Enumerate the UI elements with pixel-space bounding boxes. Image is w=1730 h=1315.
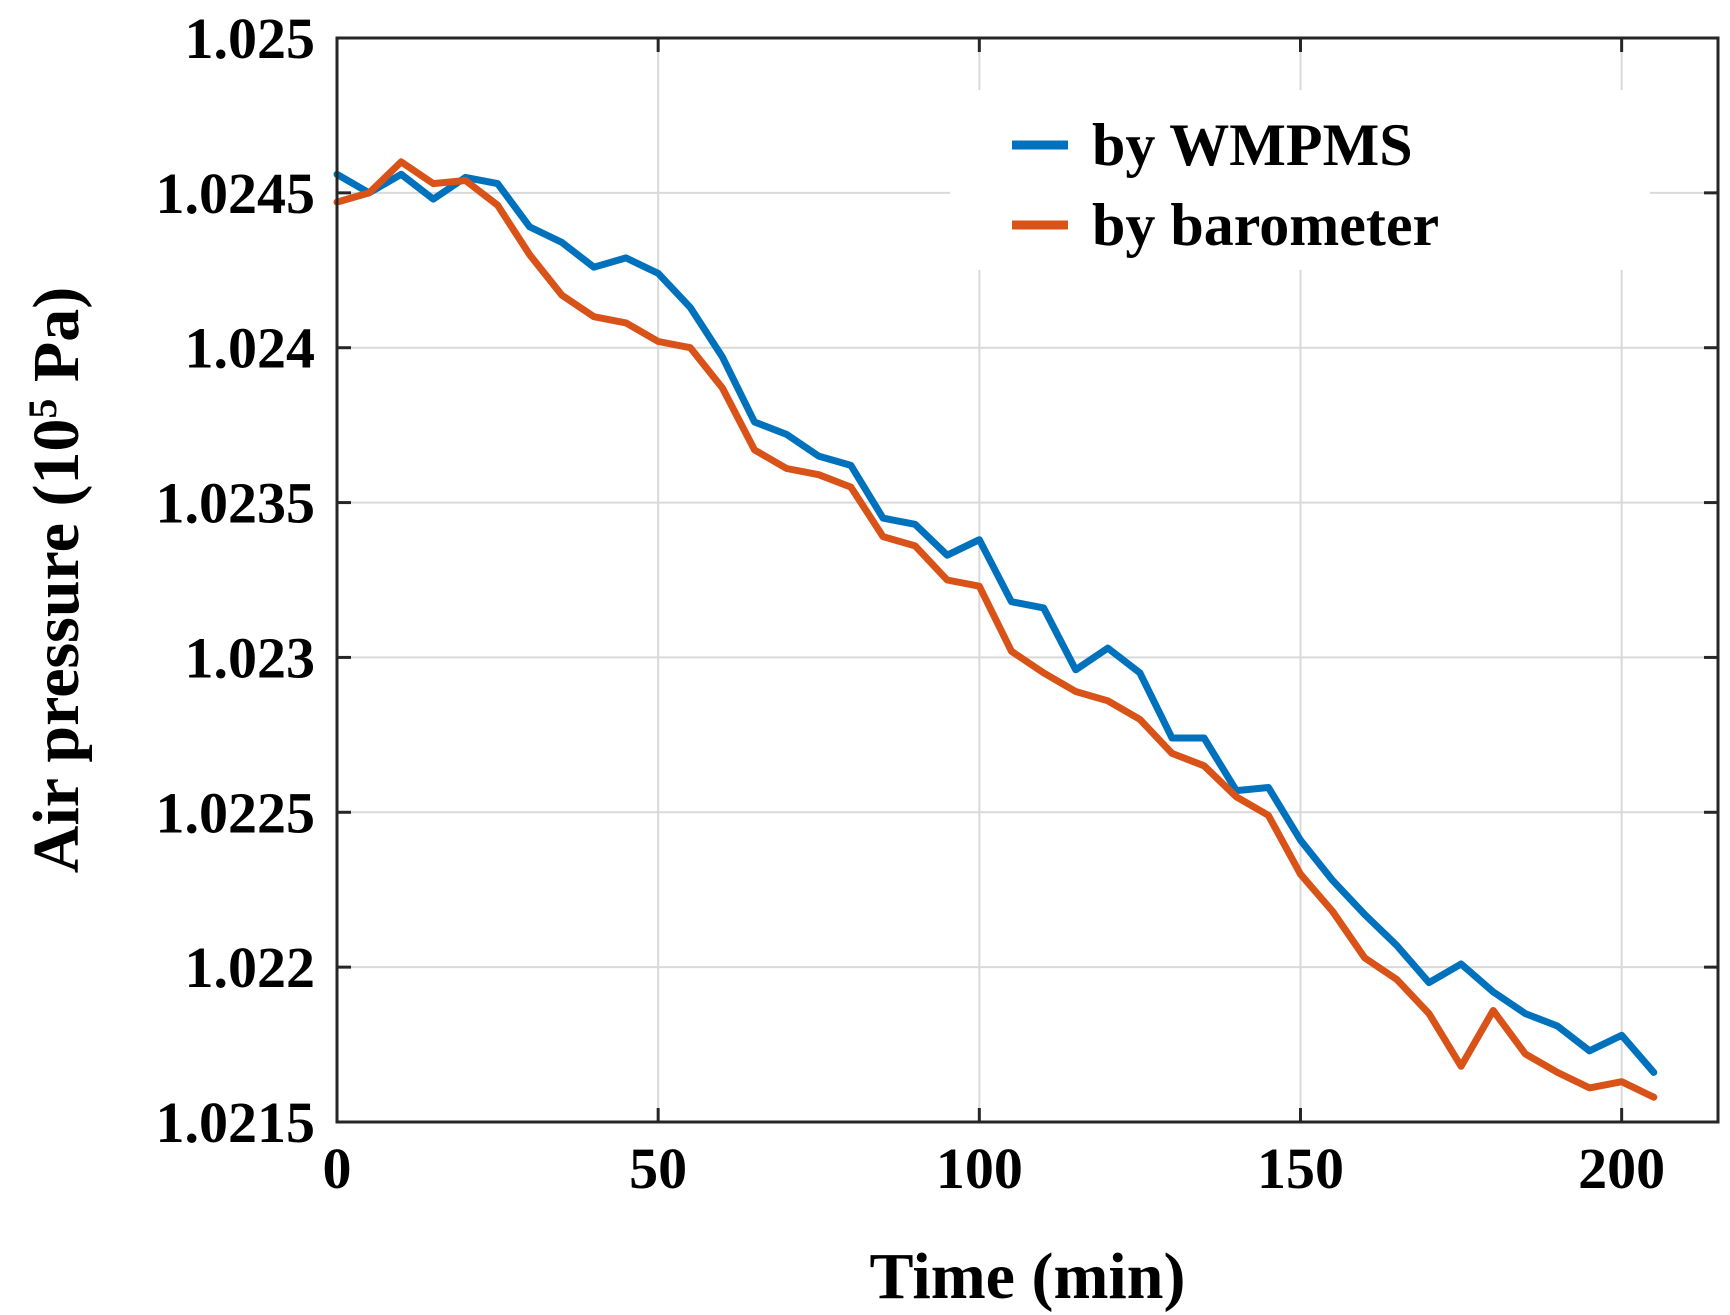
series-line-2 [333,158,1658,1101]
y-tick-label: 1.025 [185,6,316,71]
x-tick-label: 150 [1257,1136,1344,1201]
legend-label: by WMPMS [1092,112,1413,178]
plot-frame [335,36,1720,1124]
x-tick-label: 50 [629,1136,687,1201]
x-tick-label: 100 [936,1136,1023,1201]
axis-ticks [335,36,1718,1124]
y-axis-label-unit: Pa) [20,287,93,399]
x-axis-label: Time (min) [870,1240,1186,1313]
y-tick-labels: 1.0215 1.022 1.0225 1.023 1.0235 1.024 1.0245 1… [156,6,316,1155]
series-lines [333,158,1658,1101]
y-axis-label-main: Air pressure (10 [20,419,93,874]
y-tick-label: 1.023 [185,625,316,690]
y-tick-label: 1.0245 [156,161,316,226]
y-axis-label: Air pressure (105 Pa) [20,287,93,873]
x-tick-label: 0 [323,1136,352,1201]
y-tick-label: 1.0225 [156,780,316,845]
x-tick-labels: 0 50 100 150 200 [323,1136,1666,1201]
legend-label: by barometer [1092,192,1439,258]
series-line-1 [333,170,1658,1076]
x-tick-label: 200 [1578,1136,1665,1201]
legend-background [950,90,1650,270]
legend: by WMPMS by barometer [950,90,1650,270]
y-tick-label: 1.0215 [156,1090,316,1155]
y-tick-label: 1.022 [185,935,316,1000]
y-tick-label: 1.0235 [156,471,316,536]
y-tick-label: 1.024 [185,316,316,381]
y-axis-label-superscript: 5 [20,399,65,419]
